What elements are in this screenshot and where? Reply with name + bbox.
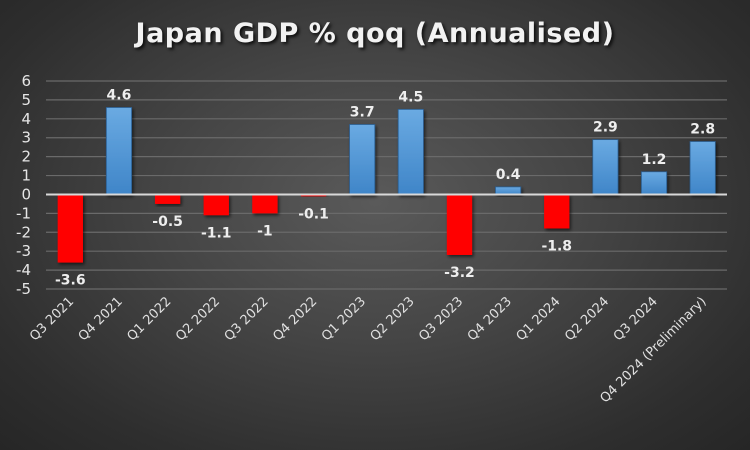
data-labels: -3.6 4.6 -0.5 -1.1 -1 -0.1 3.7 4.5 -3.2 0.4 -1.8 2.… xyxy=(55,87,715,288)
bar xyxy=(105,107,133,195)
x-tick-label: Q3 2024 xyxy=(611,294,661,344)
data-label: 2.9 xyxy=(593,120,618,136)
x-tick-label: Q4 2023 xyxy=(465,294,515,344)
bar xyxy=(640,171,668,195)
bar xyxy=(203,194,229,216)
x-tick-label: Q1 2024 xyxy=(514,294,564,344)
data-label: -1 xyxy=(257,223,273,239)
data-label: 1.2 xyxy=(642,152,667,168)
data-label: -1.1 xyxy=(201,225,232,241)
y-tick-label: 2 xyxy=(21,148,31,166)
y-tick-label: 6 xyxy=(21,72,31,90)
bar xyxy=(446,194,473,255)
x-tick-label: Q4 2022 xyxy=(270,294,320,344)
bar xyxy=(154,194,181,204)
x-tick-label: Q2 2022 xyxy=(173,294,223,344)
bar xyxy=(397,108,424,195)
bar xyxy=(57,194,83,263)
y-tick-label: -4 xyxy=(16,261,31,279)
x-tick-label: Q3 2021 xyxy=(27,294,77,344)
y-tick-label: 0 xyxy=(21,185,31,203)
gridlines xyxy=(46,80,727,290)
y-tick-label: 1 xyxy=(21,167,31,185)
data-label: 0.4 xyxy=(496,167,521,183)
data-label: -3.2 xyxy=(444,265,475,281)
y-tick-label: -3 xyxy=(16,242,31,260)
y-tick-label: -2 xyxy=(16,223,31,241)
x-tick-label: Q4 2021 xyxy=(76,294,126,344)
data-label: 4.5 xyxy=(398,89,423,105)
x-tick-label: Q1 2023 xyxy=(319,294,369,344)
x-tick-label: Q1 2022 xyxy=(124,294,174,344)
data-label: 2.8 xyxy=(690,122,715,138)
data-label: -3.6 xyxy=(55,273,86,289)
y-tick-label: -5 xyxy=(16,280,31,298)
x-tick-label: Q3 2023 xyxy=(416,294,466,344)
data-label: 3.7 xyxy=(350,104,375,120)
data-label: -0.1 xyxy=(298,206,329,222)
x-tick-label: Q3 2022 xyxy=(222,294,272,344)
bar xyxy=(495,186,522,195)
x-tick-label: Q2 2024 xyxy=(562,294,612,344)
y-tick-label: 5 xyxy=(21,91,31,109)
data-label: 4.6 xyxy=(107,87,132,103)
data-label: -1.8 xyxy=(541,238,572,254)
bars xyxy=(57,107,716,263)
bar xyxy=(252,194,278,214)
y-tick-label: 4 xyxy=(21,110,31,128)
chart-title: Japan GDP % qoq (Annualised) xyxy=(135,18,615,49)
y-tick-label: 3 xyxy=(21,129,31,147)
data-label: -0.5 xyxy=(152,214,183,230)
x-tick-label: Q2 2023 xyxy=(368,294,418,344)
bar xyxy=(689,141,716,195)
bar xyxy=(592,139,619,195)
bar xyxy=(544,194,570,229)
y-tick-label: -1 xyxy=(16,204,31,222)
bar xyxy=(349,124,376,195)
